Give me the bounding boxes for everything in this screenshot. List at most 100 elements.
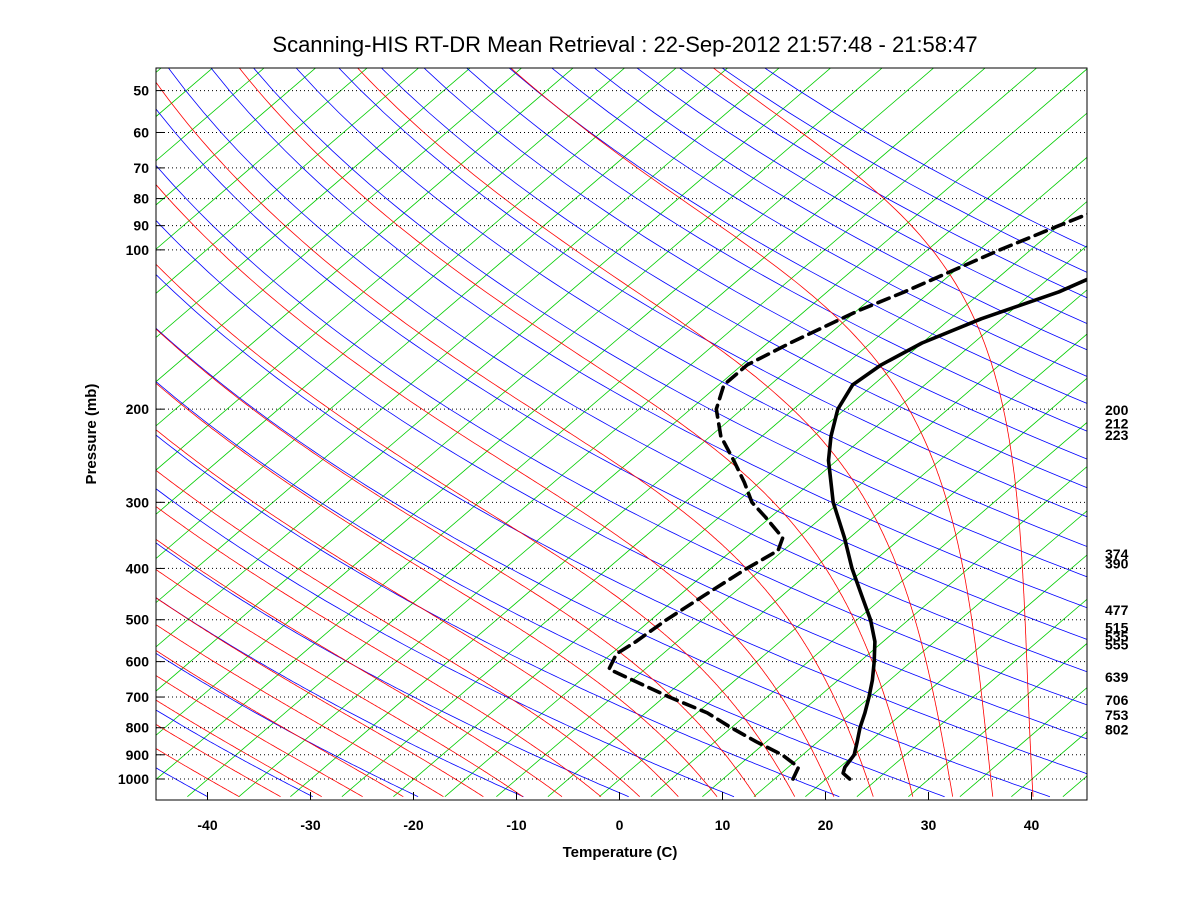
y-tick-label: 900: [126, 747, 150, 763]
isotherm-line: [156, 68, 626, 471]
x-axis: -40 -30 -20 -10 0 10 20 30 40: [197, 792, 1039, 833]
dry-adiabat-line: [156, 381, 945, 798]
isotherm-line: [156, 68, 523, 383]
moist-adiabat-line: [156, 748, 240, 798]
dry-adiabat-line: [156, 108, 1087, 673]
moist-adiabat-line: [156, 699, 322, 798]
x-tick-label: -30: [300, 817, 320, 833]
isotherm-line: [547, 333, 1087, 797]
isotherm-line: [393, 200, 1087, 797]
isotherm-line: [0, 51, 130, 797]
moist-adiabat-line: [156, 506, 602, 798]
moist-adiabat-line: [156, 624, 444, 798]
isotherm-line: [1166, 51, 1200, 797]
dry-adiabat-line: [156, 597, 524, 798]
isotherm-line: [156, 68, 677, 515]
x-axis-label: Temperature (C): [563, 844, 678, 861]
x-tick-label: 10: [715, 817, 731, 833]
moist-adiabat-line: [156, 597, 484, 798]
temperature-profile-line: [826, 277, 1087, 781]
isotherm-line: [805, 554, 1087, 797]
y-tick-label: 60: [133, 124, 149, 140]
x-tick-label: 0: [616, 817, 624, 833]
isotherm-line: [0, 51, 78, 797]
moist-adiabat-line: [156, 469, 640, 798]
y-tick-label: 50: [133, 83, 149, 99]
isotherm-line: [908, 642, 1087, 797]
dry-adiabat-line: [295, 68, 1087, 547]
moist-adiabat-line: [156, 429, 679, 797]
dry-adiabat-line: [156, 709, 313, 798]
dry-adiabat-line: [466, 68, 1087, 432]
isotherm-line: [444, 245, 1087, 797]
right-pressure-label: 390: [1105, 556, 1129, 572]
dry-adiabat-line: [423, 68, 1087, 460]
y-tick-label: 70: [133, 160, 149, 176]
x-tick-label: -40: [197, 817, 217, 833]
right-pressure-label: 802: [1105, 721, 1129, 737]
x-tick-label: 30: [921, 817, 937, 833]
moist-adiabat-line: [357, 68, 954, 797]
y-tick-label: 600: [126, 654, 150, 670]
isotherm-line: [156, 68, 729, 559]
moist-adiabat-line: [156, 723, 281, 798]
y-tick-label: 400: [126, 560, 150, 576]
dry-adiabat-line: [167, 68, 1087, 640]
moist-adiabat-line: [156, 263, 796, 797]
plot-area: [156, 68, 1087, 800]
y-tick-label: 100: [126, 242, 150, 258]
right-pressure-label: 374: [1105, 546, 1129, 562]
plot-frame: [155, 67, 1088, 801]
moist-adiabat-line: [712, 68, 1034, 797]
right-pressure-label: 212: [1105, 416, 1129, 432]
isotherm-line: [238, 68, 1087, 797]
isotherm-line: [0, 51, 27, 797]
x-tick-label: -20: [403, 817, 423, 833]
dry-adiabat-line: [156, 542, 629, 798]
moist-adiabat-line: [510, 68, 994, 797]
moist-adiabat-line: [156, 569, 524, 798]
dewpoint-profile-line: [607, 212, 1087, 781]
dry-adiabat-line: [156, 164, 1087, 706]
y-tick-label: 500: [126, 612, 150, 628]
x-tick-label: -10: [506, 817, 526, 833]
chart-title: Scanning-HIS RT-DR Mean Retrieval : 22-S…: [272, 32, 977, 57]
isotherm-line: [156, 68, 420, 294]
moist-adiabat-line: [156, 184, 835, 797]
isotherm-line: [599, 377, 1087, 797]
moist-adiabat-line: [238, 68, 914, 797]
isotherm-line: [341, 156, 1087, 797]
isotherm-line: [156, 68, 368, 250]
isotherm-line: [156, 68, 935, 736]
moist-adiabat-line: [156, 675, 363, 798]
isotherm-line: [156, 68, 832, 648]
dry-adiabat-line: [156, 434, 840, 798]
y-tick-label: 700: [126, 689, 150, 705]
isotherm-line: [187, 68, 1038, 797]
y-tick-label: 300: [126, 494, 150, 510]
moist-adiabat-line: [156, 81, 874, 797]
isotherm-line: [650, 421, 1087, 797]
background-lines: [0, 51, 1200, 798]
isotherm-line: [753, 510, 1087, 797]
right-pressure-label: 200: [1105, 402, 1129, 418]
isotherm-line: [856, 598, 1087, 797]
isotherm-line: [496, 289, 1087, 797]
right-pressure-label: 477: [1105, 602, 1129, 618]
dry-adiabat-line: [380, 68, 1087, 489]
right-pressure-label: 223: [1105, 427, 1129, 443]
isotherm-line: [156, 68, 317, 206]
right-pressure-label: 753: [1105, 707, 1129, 723]
y-tick-label: 1000: [118, 771, 149, 787]
moist-adiabat-line: [156, 328, 757, 797]
right-pressure-label: 515: [1105, 620, 1129, 636]
isotherm-line: [290, 112, 1087, 797]
y-tick-label: 800: [126, 720, 150, 736]
dry-adiabat-line: [156, 327, 1051, 798]
isotherm-line: [156, 68, 883, 692]
profiles: [607, 212, 1087, 781]
y-axis: 50 60 70 80 90 100 200 300 400 500 600 700 800 900 100…: [118, 83, 164, 787]
moist-adiabat-line: [156, 649, 404, 798]
